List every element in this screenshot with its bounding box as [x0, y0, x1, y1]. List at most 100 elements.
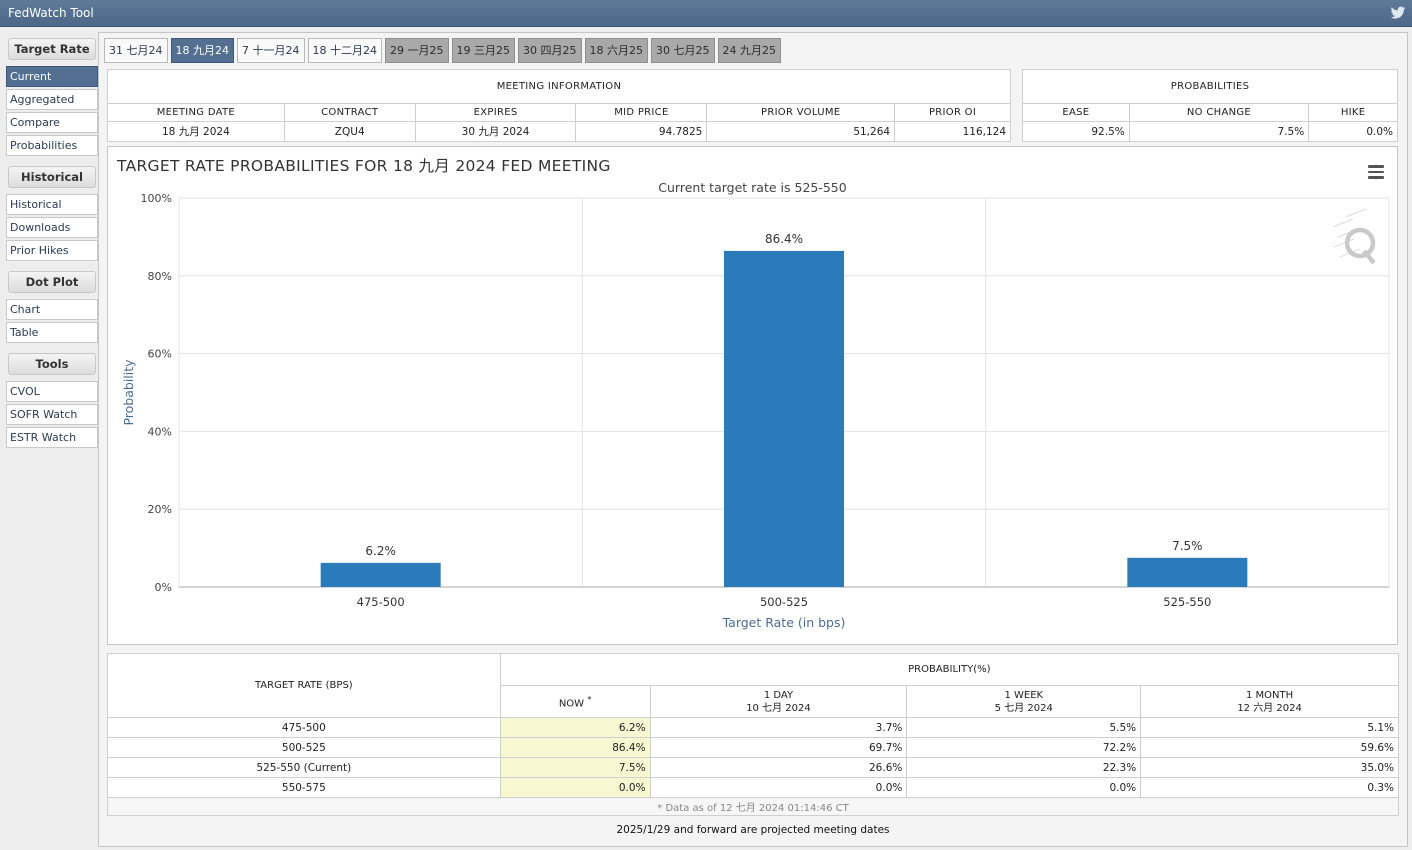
rate-cell: 525-550 (Current) — [107, 757, 501, 778]
1-week-date: 5 七月 2024 — [994, 702, 1053, 714]
sidebar-header-dot-plot: Dot Plot — [8, 271, 96, 293]
header-1-week: 1 WEEK 5 七月 2024 — [906, 685, 1142, 718]
table-row: 500-525 86.4% 69.7% 72.2% 59.6% — [107, 737, 1399, 758]
1-month-label: 1 MONTH — [1246, 689, 1294, 701]
week-cell: 72.2% — [906, 737, 1142, 758]
sidebar-item-probabilities[interactable]: Probabilities — [6, 135, 98, 156]
bar — [724, 250, 844, 587]
tab-meeting[interactable]: 7 十一月24 — [237, 38, 305, 63]
x-tick-label: 475-500 — [357, 595, 405, 609]
probabilities-caption: PROBABILITIES — [1022, 69, 1398, 104]
meeting-date-tabs: 31 七月24 18 九月24 7 十一月24 18 十二月24 29 一月25… — [104, 38, 784, 64]
sidebar-header-tools: Tools — [8, 353, 96, 375]
prior-oi-value: 116,124 — [894, 121, 1011, 142]
bar-data-label: 86.4% — [765, 232, 803, 246]
now-cell: 7.5% — [499, 757, 651, 778]
bar — [1127, 557, 1248, 587]
header-expires: EXPIRES — [414, 103, 577, 122]
y-tick-label: 100% — [141, 192, 172, 205]
rate-cell: 550-575 — [107, 777, 501, 798]
sidebar-item-historical[interactable]: Historical — [6, 194, 98, 215]
tab-meeting-projected[interactable]: 24 九月25 — [717, 38, 781, 63]
q-logo-icon — [1332, 208, 1376, 265]
tab-meeting[interactable]: 31 七月24 — [104, 38, 168, 63]
y-tick-label: 40% — [148, 425, 172, 438]
probability-bar-chart: 0% 20% 40% 60% 80% 100% 6.2% 475-500 86.4% 500-52… — [121, 192, 1390, 630]
x-tick-label: 525-550 — [1163, 595, 1211, 609]
1-month-date: 12 六月 2024 — [1237, 702, 1302, 714]
day-cell: 69.7% — [649, 737, 908, 758]
tab-meeting-projected[interactable]: 30 七月25 — [651, 38, 715, 63]
no-change-value: 7.5% — [1128, 121, 1310, 142]
header-prior-oi: PRIOR OI — [894, 103, 1011, 122]
contract-value: ZQU4 — [283, 121, 416, 142]
tab-meeting-projected[interactable]: 18 六月25 — [584, 38, 648, 63]
1-day-date: 10 七月 2024 — [746, 702, 811, 714]
now-footnote-mark: * — [587, 693, 592, 704]
sidebar-item-aggregated[interactable]: Aggregated — [6, 89, 98, 110]
sidebar-item-cvol[interactable]: CVOL — [6, 381, 98, 402]
header-contract: CONTRACT — [283, 103, 416, 122]
sidebar: Target Rate Current Aggregated Compare P… — [6, 38, 98, 450]
app-title: FedWatch Tool — [8, 6, 94, 20]
sidebar-item-downloads[interactable]: Downloads — [6, 217, 98, 238]
header-1-month: 1 MONTH 12 六月 2024 — [1140, 685, 1399, 718]
app-titlebar: FedWatch Tool — [0, 0, 1412, 27]
1-week-label: 1 WEEK — [1004, 689, 1044, 701]
meeting-information-caption: MEETING INFORMATION — [107, 69, 1011, 104]
rate-cell: 500-525 — [107, 737, 501, 758]
header-target-rate-bps: TARGET RATE (BPS) — [107, 653, 501, 718]
y-tick-label: 80% — [148, 270, 172, 283]
sidebar-header-historical: Historical — [8, 166, 96, 188]
header-ease: EASE — [1022, 103, 1130, 122]
table-row: 550-575 0.0% 0.0% 0.0% 0.3% — [107, 777, 1399, 798]
day-cell: 0.0% — [649, 777, 908, 798]
tab-meeting-projected[interactable]: 30 四月25 — [518, 38, 582, 63]
sidebar-item-current[interactable]: Current — [6, 66, 98, 87]
header-meeting-date: MEETING DATE — [107, 103, 285, 122]
month-cell: 0.3% — [1140, 777, 1399, 798]
prior-volume-value: 51,264 — [706, 121, 896, 142]
header-1-day: 1 DAY 10 七月 2024 — [649, 685, 908, 718]
chart-title: TARGET RATE PROBABILITIES FOR 18 九月 2024… — [117, 157, 611, 175]
ease-value: 92.5% — [1022, 121, 1130, 142]
projected-dates-note: 2025/1/29 and forward are projected meet… — [616, 824, 890, 836]
hamburger-menu-icon[interactable] — [1368, 165, 1384, 179]
header-prior-volume: PRIOR VOLUME — [706, 103, 896, 122]
month-cell: 5.1% — [1140, 717, 1399, 738]
sidebar-item-prior-hikes[interactable]: Prior Hikes — [6, 240, 98, 261]
twitter-icon[interactable] — [1390, 5, 1406, 21]
tab-meeting[interactable]: 18 十二月24 — [307, 38, 382, 63]
tab-meeting-active[interactable]: 18 九月24 — [170, 38, 234, 63]
now-cell: 86.4% — [499, 737, 651, 758]
week-cell: 5.5% — [906, 717, 1142, 738]
header-no-change: NO CHANGE — [1128, 103, 1310, 122]
sidebar-item-estr-watch[interactable]: ESTR Watch — [6, 427, 98, 448]
tab-meeting-projected[interactable]: 29 一月25 — [385, 38, 449, 63]
sidebar-item-table[interactable]: Table — [6, 322, 98, 343]
bar-data-label: 6.2% — [365, 544, 396, 558]
day-cell: 3.7% — [649, 717, 908, 738]
y-tick-label: 20% — [148, 503, 172, 516]
y-tick-label: 60% — [148, 348, 172, 361]
data-timestamp-note: * Data as of 12 七月 2024 01:14:46 CT — [107, 797, 1399, 816]
mid-price-value: 94.7825 — [575, 121, 708, 142]
sidebar-header-target-rate: Target Rate — [8, 38, 96, 60]
header-now: NOW * — [499, 685, 651, 718]
header-probability-pct: PROBABILITY(%) — [499, 653, 1400, 686]
x-tick-label: 500-525 — [760, 595, 808, 609]
chart-subtitle: Current target rate is 525-550 — [658, 180, 847, 195]
tab-meeting-projected[interactable]: 19 三月25 — [451, 38, 515, 63]
probability-history-table: TARGET RATE (BPS) PROBABILITY(%) NOW * 1… — [107, 653, 1400, 816]
target-rate-chart-panel: TARGET RATE PROBABILITIES FOR 18 九月 2024… — [107, 146, 1398, 645]
week-cell: 22.3% — [906, 757, 1142, 778]
y-tick-label: 0% — [155, 581, 172, 594]
header-hike: HIKE — [1308, 103, 1398, 122]
sidebar-item-sofr-watch[interactable]: SOFR Watch — [6, 404, 98, 425]
sidebar-item-compare[interactable]: Compare — [6, 112, 98, 133]
meeting-date-value: 18 九月 2024 — [107, 121, 285, 142]
sidebar-item-chart[interactable]: Chart — [6, 299, 98, 320]
expires-value: 30 九月 2024 — [414, 121, 577, 142]
table-row: 525-550 (Current) 7.5% 26.6% 22.3% 35.0% — [107, 757, 1399, 778]
x-axis-title: Target Rate (in bps) — [722, 615, 846, 630]
